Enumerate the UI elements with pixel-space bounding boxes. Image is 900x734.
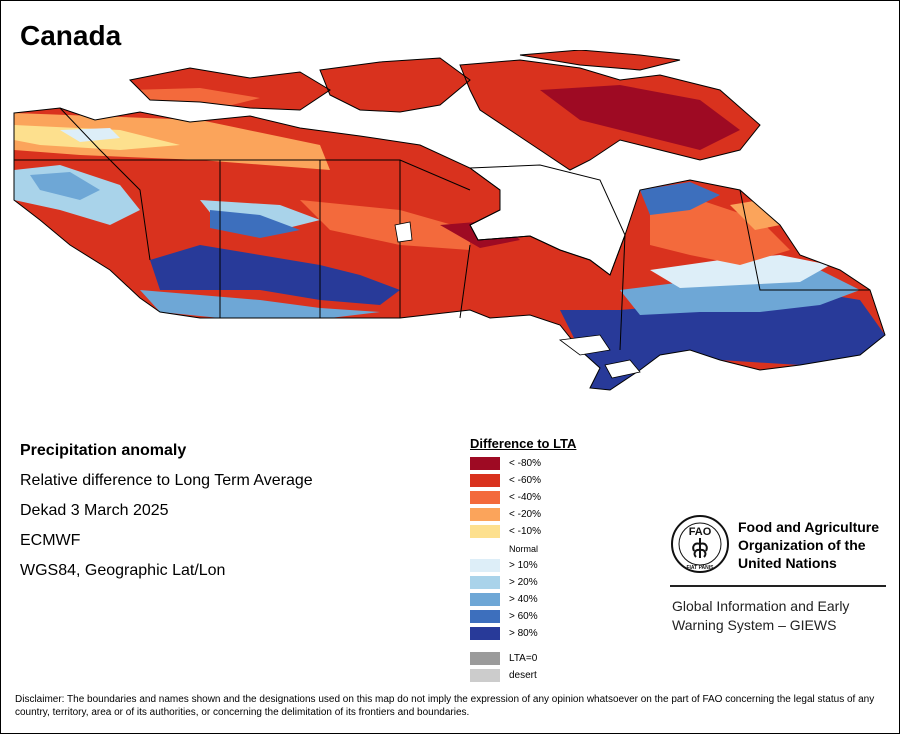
svg-text:FIAT PANIS: FIAT PANIS: [686, 565, 714, 571]
legend-swatch: [470, 559, 500, 572]
legend-label: < -40%: [509, 492, 541, 503]
legend-swatch: [470, 669, 500, 682]
legend-swatch: [470, 457, 500, 470]
giews-line: Warning System – GIEWS: [672, 617, 837, 633]
legend-item: < -60%: [470, 472, 576, 489]
legend: Difference to LTA < -80% < -60% < -40% <…: [470, 436, 576, 684]
map-info: Precipitation anomaly Relative differenc…: [20, 440, 313, 590]
fao-name-line: United Nations: [738, 555, 837, 571]
disclaimer: Disclaimer: The boundaries and names sho…: [15, 694, 875, 718]
legend-item-lta0: LTA=0: [470, 650, 576, 667]
legend-swatch: [470, 525, 500, 538]
fao-organization-name: Food and Agriculture Organization of the…: [738, 518, 879, 572]
legend-swatch: [470, 652, 500, 665]
province-boundaries: [14, 107, 870, 351]
legend-label: > 60%: [509, 611, 538, 622]
info-projection: WGS84, Geographic Lat/Lon: [20, 562, 226, 579]
legend-item: < -10%: [470, 523, 576, 540]
legend-title: Difference to LTA: [470, 436, 577, 451]
legend-item: < -40%: [470, 489, 576, 506]
info-period: Dekad 3 March 2025: [20, 502, 169, 519]
mainland-anomaly: [14, 108, 885, 390]
legend-item: > 40%: [470, 591, 576, 608]
legend-swatch: [470, 576, 500, 589]
legend-label: LTA=0: [509, 653, 538, 664]
svg-text:FAO: FAO: [689, 526, 712, 538]
fao-name-line: Organization of the: [738, 537, 866, 553]
precipitation-map: [0, 49, 900, 400]
legend-swatch: [470, 593, 500, 606]
legend-item: > 10%: [470, 557, 576, 574]
legend-normal: Normal: [470, 540, 576, 557]
fao-logo-icon: FAO FIAT PANIS: [670, 514, 730, 579]
fao-name-line: Food and Agriculture: [738, 519, 880, 535]
info-description: Relative difference to Long Term Average: [20, 472, 313, 489]
legend-swatch: [470, 610, 500, 623]
legend-label: < -60%: [509, 475, 541, 486]
legend-swatch: [470, 474, 500, 487]
legend-normal-label: Normal: [509, 543, 539, 554]
legend-label: < -80%: [509, 458, 541, 469]
legend-label: desert: [509, 670, 537, 681]
great-lakes: [394, 221, 641, 379]
giews-line: Global Information and Early: [672, 598, 850, 614]
legend-item: > 20%: [470, 574, 576, 591]
divider: [670, 585, 886, 587]
legend-label: > 10%: [509, 560, 538, 571]
legend-label: > 20%: [509, 577, 538, 588]
info-source: ECMWF: [20, 532, 81, 549]
legend-swatch: [470, 491, 500, 504]
legend-label: < -10%: [509, 526, 541, 537]
legend-swatch: [470, 508, 500, 521]
map-title: Canada: [20, 20, 122, 51]
arctic-outline: [128, 49, 761, 171]
giews-name: Global Information and Early Warning Sys…: [672, 597, 849, 635]
legend-item: < -20%: [470, 506, 576, 523]
legend-label: < -20%: [509, 509, 541, 520]
legend-swatch: [470, 627, 500, 640]
legend-item-desert: desert: [470, 667, 576, 684]
legend-item: > 60%: [470, 608, 576, 625]
legend-item: > 80%: [470, 625, 576, 642]
info-heading: Precipitation anomaly: [20, 442, 187, 459]
legend-item: < -80%: [470, 455, 576, 472]
mainland-outline: [13, 107, 886, 391]
legend-label: > 80%: [509, 628, 538, 639]
legend-label: > 40%: [509, 594, 538, 605]
